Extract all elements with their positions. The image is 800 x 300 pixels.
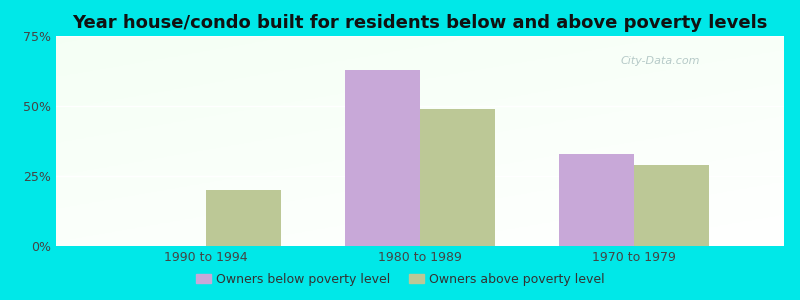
Bar — [559, 154, 634, 246]
Legend: Owners below poverty level, Owners above poverty level: Owners below poverty level, Owners above… — [190, 268, 610, 291]
Text: City-Data.com: City-Data.com — [621, 56, 700, 66]
Title: Year house/condo built for residents below and above poverty levels: Year house/condo built for residents bel… — [72, 14, 768, 32]
Bar — [206, 190, 281, 246]
Bar — [420, 109, 495, 246]
Bar — [634, 165, 709, 246]
Bar — [345, 70, 420, 246]
